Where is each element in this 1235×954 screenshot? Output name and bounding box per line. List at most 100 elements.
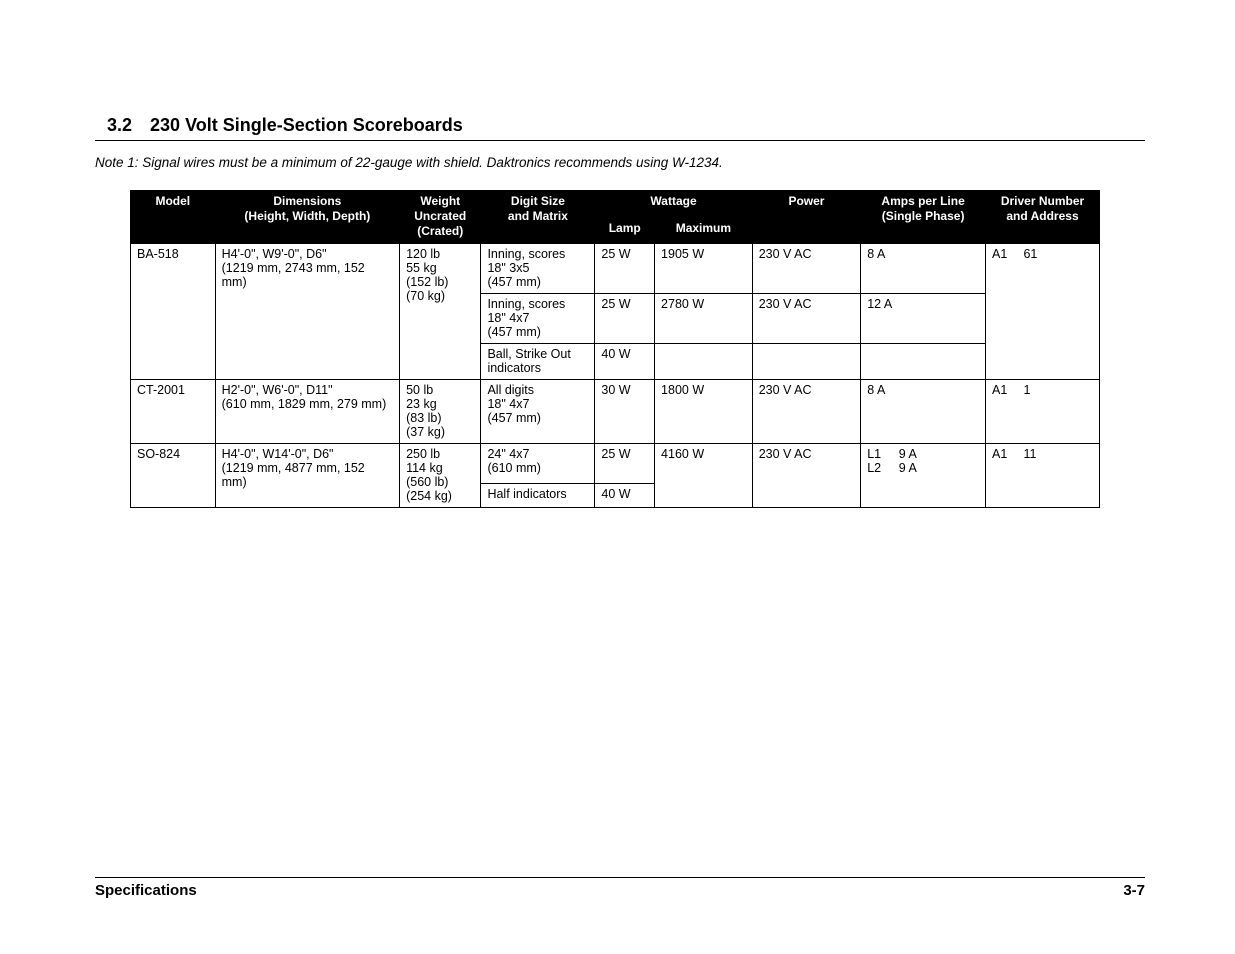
cell-text: A1	[992, 447, 1020, 461]
cell-amps: 8 A	[861, 380, 986, 444]
cell-text: 114 kg	[406, 461, 443, 475]
cell-text: 50 lb	[406, 383, 433, 397]
cell-amps: 8 A	[861, 244, 986, 294]
cell-text: (457 mm)	[487, 325, 540, 339]
cell-text: (1219 mm, 4877 mm, 152 mm)	[222, 461, 365, 489]
cell-text: 9 A	[899, 461, 917, 475]
table-row: SO-824 H4'-0", W14'-0", D6" (1219 mm, 48…	[131, 444, 1100, 484]
section-number: 3.2	[107, 115, 132, 135]
th-power: Power	[752, 191, 861, 244]
spec-table: Model Dimensions (Height, Width, Depth) …	[130, 190, 1100, 508]
cell-max	[655, 344, 753, 380]
cell-model: BA-518	[131, 244, 216, 380]
cell-lamp: 30 W	[595, 380, 655, 444]
cell-digit: 24" 4x7 (610 mm)	[481, 444, 595, 484]
th-dims-l1: Dimensions	[273, 194, 341, 208]
cell-text: 250 lb	[406, 447, 440, 461]
cell-text: H4'-0", W9'-0", D6"	[222, 247, 327, 261]
cell-text: (457 mm)	[487, 411, 540, 425]
section-title: 230 Volt Single-Section Scoreboards	[150, 115, 463, 135]
cell-text: (610 mm, 1829 mm, 279 mm)	[222, 397, 387, 411]
th-dimensions: Dimensions (Height, Width, Depth)	[215, 191, 399, 244]
cell-text: 61	[1023, 247, 1037, 261]
cell-text: (152 lb)	[406, 275, 448, 289]
cell-amps	[861, 344, 986, 380]
cell-text: 18" 4x7	[487, 311, 529, 325]
cell-text: 11	[1023, 447, 1036, 461]
cell-max: 4160 W	[655, 444, 753, 508]
th-amps: Amps per Line (Single Phase)	[861, 191, 986, 244]
th-driver-l1: Driver Number	[1001, 194, 1084, 208]
th-driver: Driver Number and Address	[986, 191, 1100, 244]
cell-max: 1800 W	[655, 380, 753, 444]
th-digit: Digit Size and Matrix	[481, 191, 595, 244]
th-weight-l2: Uncrated	[414, 209, 466, 223]
th-weight: Weight Uncrated (Crated)	[400, 191, 481, 244]
th-dims-l2: (Height, Width, Depth)	[244, 209, 370, 223]
cell-driver: A1 61	[986, 244, 1100, 380]
cell-digit: Inning, scores 18" 3x5 (457 mm)	[481, 244, 595, 294]
th-weight-l3: (Crated)	[417, 224, 463, 238]
cell-power: 230 V AC	[752, 294, 861, 344]
heading-rule	[95, 140, 1145, 141]
cell-lamp: 25 W	[595, 294, 655, 344]
th-amps-l1: Amps per Line	[881, 194, 964, 208]
th-amps-l2: (Single Phase)	[882, 209, 965, 223]
cell-text: 18" 4x7	[487, 397, 529, 411]
cell-text: 9 A	[899, 447, 917, 461]
cell-text: 23 kg	[406, 397, 437, 411]
cell-driver: A1 11	[986, 444, 1100, 508]
cell-dimensions: H4'-0", W9'-0", D6" (1219 mm, 2743 mm, 1…	[215, 244, 399, 380]
cell-text: (457 mm)	[487, 275, 540, 289]
cell-text: (1219 mm, 2743 mm, 152 mm)	[222, 261, 365, 289]
note-text: Note 1: Signal wires must be a minimum o…	[95, 155, 1145, 170]
cell-digit: Inning, scores 18" 4x7 (457 mm)	[481, 294, 595, 344]
cell-text: L2	[867, 461, 895, 475]
cell-power: 230 V AC	[752, 380, 861, 444]
cell-weight: 250 lb 114 kg (560 lb) (254 kg)	[400, 444, 481, 508]
table-row: BA-518 H4'-0", W9'-0", D6" (1219 mm, 274…	[131, 244, 1100, 294]
cell-power: 230 V AC	[752, 244, 861, 294]
cell-model: CT-2001	[131, 380, 216, 444]
th-wattage: Wattage	[595, 191, 752, 218]
th-model: Model	[131, 191, 216, 244]
th-digit-l2: and Matrix	[508, 209, 568, 223]
footer-left: Specifications	[95, 882, 197, 899]
cell-text: (560 lb)	[406, 475, 448, 489]
cell-text: 1	[1023, 383, 1030, 397]
page-footer: Specifications 3-7	[95, 877, 1145, 899]
cell-dimensions: H4'-0", W14'-0", D6" (1219 mm, 4877 mm, …	[215, 444, 399, 508]
cell-text: 24" 4x7	[487, 447, 529, 461]
cell-lamp: 25 W	[595, 444, 655, 484]
cell-power: 230 V AC	[752, 444, 861, 508]
cell-text: (254 kg)	[406, 489, 452, 503]
cell-text: Inning, scores	[487, 247, 565, 261]
cell-text: (70 kg)	[406, 289, 445, 303]
cell-digit: Half indicators	[481, 483, 595, 507]
cell-digit: All digits 18" 4x7 (457 mm)	[481, 380, 595, 444]
cell-digit: Ball, Strike Out indicators	[481, 344, 595, 380]
cell-lamp: 25 W	[595, 244, 655, 294]
cell-lamp: 40 W	[595, 344, 655, 380]
th-driver-l2: and Address	[1006, 209, 1078, 223]
cell-model: SO-824	[131, 444, 216, 508]
cell-text: A1	[992, 383, 1020, 397]
table-row: CT-2001 H2'-0", W6'-0", D11" (610 mm, 18…	[131, 380, 1100, 444]
cell-amps: 12 A	[861, 294, 986, 344]
th-digit-l1: Digit Size	[511, 194, 565, 208]
cell-text: (610 mm)	[487, 461, 540, 475]
th-weight-l1: Weight	[420, 194, 460, 208]
footer-rule	[95, 877, 1145, 878]
cell-text: 55 kg	[406, 261, 437, 275]
cell-text: H4'-0", W14'-0", D6"	[222, 447, 334, 461]
cell-weight: 50 lb 23 kg (83 lb) (37 kg)	[400, 380, 481, 444]
cell-text: 18" 3x5	[487, 261, 529, 275]
cell-driver: A1 1	[986, 380, 1100, 444]
cell-text: H2'-0", W6'-0", D11"	[222, 383, 333, 397]
cell-text: L1	[867, 447, 895, 461]
cell-text: (37 kg)	[406, 425, 445, 439]
cell-text: (83 lb)	[406, 411, 441, 425]
cell-text: All digits	[487, 383, 534, 397]
section-heading: 3.2 230 Volt Single-Section Scoreboards	[107, 115, 1145, 136]
th-lamp: Lamp	[595, 217, 655, 244]
